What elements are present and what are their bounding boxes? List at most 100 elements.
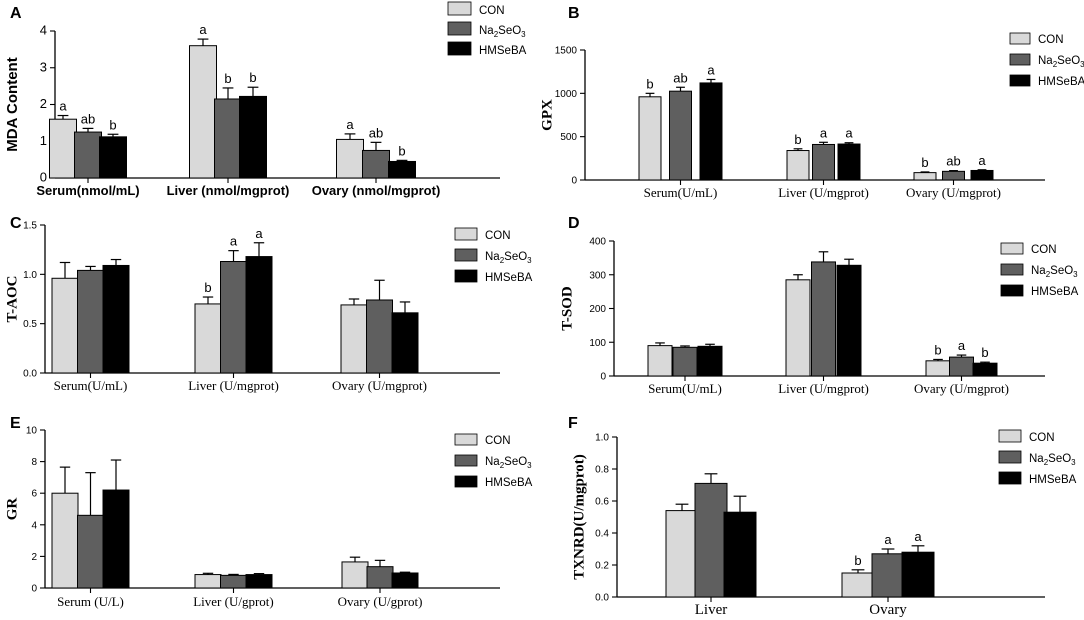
significance-letter: b bbox=[794, 132, 801, 147]
bar-hmseba bbox=[697, 345, 723, 377]
y-tick-label: 0.5 bbox=[23, 319, 37, 330]
legend-swatch bbox=[998, 471, 1022, 485]
legend-label: HMSeBA bbox=[485, 272, 533, 284]
y-axis-label: T-SOD bbox=[559, 286, 575, 331]
y-tick-label: 0.2 bbox=[595, 561, 609, 572]
x-category-label: Liver (U/mgprot) bbox=[778, 381, 869, 396]
y-tick-label: 0.6 bbox=[595, 497, 609, 508]
bar-na2seo3 bbox=[220, 574, 247, 589]
y-tick-label: 1000 bbox=[555, 89, 578, 100]
legend-swatch bbox=[1000, 284, 1024, 297]
y-tick-label: 1 bbox=[40, 133, 47, 148]
legend-label-sub: 3 bbox=[521, 30, 526, 39]
legend-label-sub: 3 bbox=[527, 461, 532, 470]
bar-na2seo3 bbox=[366, 299, 393, 374]
legend-label: CON bbox=[1031, 244, 1057, 256]
significance-letter: ab bbox=[81, 111, 95, 126]
significance-letter: b bbox=[398, 143, 405, 158]
legend-swatch bbox=[447, 41, 472, 56]
significance-letter: b bbox=[854, 553, 861, 568]
y-tick-label: 0.0 bbox=[23, 369, 37, 380]
bar-na2seo3 bbox=[77, 269, 104, 374]
panel-f: F 0.0 0.2 0.4 0.6 0.8 1.0 TXNRD(U/mgprot) Liver O… bbox=[568, 415, 1077, 618]
legend-label-part: Na bbox=[1031, 265, 1046, 277]
legend-swatch bbox=[454, 227, 478, 241]
legend-label-part: SeO bbox=[1050, 265, 1073, 277]
legend-swatch bbox=[1009, 32, 1031, 45]
bar-na2seo3 bbox=[812, 143, 835, 181]
y-tick-label: 500 bbox=[560, 132, 577, 143]
significance-letter: a bbox=[845, 126, 853, 141]
x-category-label: Ovary (nmol/mgprot) bbox=[312, 183, 441, 198]
significance-letter: b bbox=[934, 342, 941, 357]
y-tick-label: 0.4 bbox=[595, 529, 609, 540]
x-category-label: Liver bbox=[695, 602, 727, 618]
legend-label-part: SeO bbox=[1057, 55, 1080, 67]
legend-swatch bbox=[1000, 242, 1024, 255]
legend-label: HMSeBA bbox=[479, 45, 527, 57]
bar-con bbox=[785, 279, 811, 377]
legend-label-sub: 3 bbox=[527, 256, 532, 265]
x-category-label: Liver (U/mgprot) bbox=[188, 378, 279, 393]
bar-na2seo3 bbox=[214, 98, 242, 179]
significance-letter: b bbox=[646, 76, 653, 91]
legend-label-sub: 2 bbox=[1046, 270, 1051, 279]
legend-label-part: Na bbox=[479, 25, 494, 37]
bar-hmseba bbox=[102, 489, 130, 589]
legend-label: CON bbox=[1038, 34, 1064, 46]
legend-label-sub: 2 bbox=[1053, 60, 1058, 69]
bar-con bbox=[665, 510, 699, 598]
legend-swatch bbox=[447, 21, 472, 36]
legend-label-sub: 3 bbox=[1073, 270, 1078, 279]
legend-label: Na2SeO3 bbox=[1038, 55, 1084, 69]
significance-letter: a bbox=[884, 532, 892, 547]
panel-letter: A bbox=[10, 5, 22, 22]
x-category-label: Serum(U/mL) bbox=[644, 185, 718, 200]
y-tick-label: 4 bbox=[40, 23, 47, 38]
significance-letter: a bbox=[978, 153, 986, 168]
legend-swatch bbox=[454, 433, 478, 446]
legend-swatch bbox=[447, 1, 472, 16]
x-category-label: Liver (nmol/mgprot) bbox=[167, 183, 290, 198]
significance-letter: b bbox=[224, 71, 231, 86]
x-category-label: Ovary bbox=[869, 602, 907, 618]
legend-label-part: Na bbox=[485, 456, 500, 468]
significance-letter: a bbox=[230, 234, 238, 249]
y-tick-label: 0 bbox=[40, 170, 47, 185]
bar-na2seo3 bbox=[669, 90, 692, 181]
y-tick-label: 10 bbox=[26, 426, 38, 437]
significance-letter: b bbox=[921, 155, 928, 170]
y-tick-label: 3 bbox=[40, 59, 47, 74]
bar-na2seo3 bbox=[74, 131, 102, 179]
y-axis-label: MDA Content bbox=[4, 57, 21, 151]
bar-hmseba bbox=[102, 264, 130, 374]
significance-letter: ab bbox=[946, 154, 960, 169]
y-axis-label: T-AOC bbox=[4, 276, 20, 323]
legend: CON Na2SeO3 HMSeBA bbox=[1000, 242, 1079, 298]
bar-con bbox=[786, 150, 810, 181]
legend-label: Na2SeO3 bbox=[479, 25, 526, 39]
x-category-label: Liver (U/gprot) bbox=[193, 594, 274, 609]
bar-na2seo3 bbox=[811, 261, 836, 377]
y-tick-label: 4 bbox=[31, 520, 37, 531]
legend: CON Na2SeO3 HMSeBA bbox=[454, 227, 533, 284]
legend-swatch bbox=[1009, 53, 1031, 66]
y-axis-label: TXNRD(U/mgprot) bbox=[571, 454, 587, 580]
x-category-label: Ovary (U/gprot) bbox=[338, 594, 423, 609]
legend-label-part: SeO bbox=[504, 251, 527, 263]
bar-hmseba bbox=[391, 572, 419, 589]
legend-label-part: Na bbox=[1038, 55, 1053, 67]
x-category-label: Serum(U/mL) bbox=[54, 378, 128, 393]
y-tick-label: 0 bbox=[600, 372, 606, 383]
bar-na2seo3 bbox=[694, 482, 728, 598]
y-tick-label: 1.0 bbox=[23, 270, 37, 281]
legend-label: HMSeBA bbox=[1031, 286, 1079, 298]
legend-label: CON bbox=[485, 435, 511, 447]
bar-hmseba bbox=[901, 551, 935, 598]
bar-hmseba bbox=[391, 312, 419, 374]
significance-letter: a bbox=[255, 226, 263, 241]
y-tick-label: 1500 bbox=[555, 46, 578, 57]
bar-con bbox=[194, 574, 222, 589]
y-tick-label: 6 bbox=[31, 489, 37, 500]
